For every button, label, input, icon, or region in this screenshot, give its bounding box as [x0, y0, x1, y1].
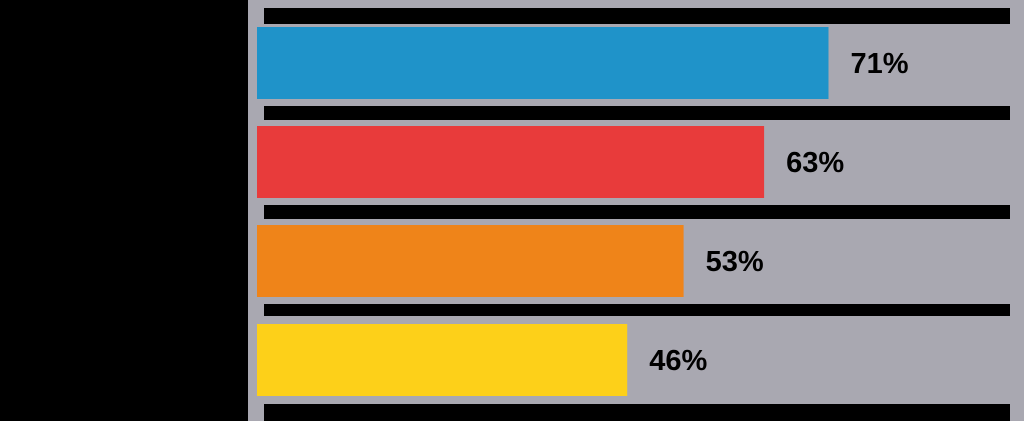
bar-3	[257, 225, 684, 297]
value-label-2: 63%	[786, 147, 844, 179]
track-gap-stripe	[264, 8, 1010, 24]
value-label-3: 53%	[706, 246, 764, 278]
bars-layer	[257, 27, 829, 396]
value-label-4: 46%	[649, 345, 707, 377]
bar-4	[257, 324, 628, 396]
track-gap-stripe	[264, 106, 1010, 120]
bar-2	[257, 126, 765, 198]
value-labels-layer: 71% 63% 53% 46%	[649, 48, 909, 377]
bar-1	[257, 27, 829, 99]
track-gap-stripe	[264, 304, 1010, 316]
track-gap-stripe	[264, 205, 1010, 219]
value-label-1: 71%	[851, 48, 909, 80]
track-gap-stripe	[264, 404, 1010, 421]
